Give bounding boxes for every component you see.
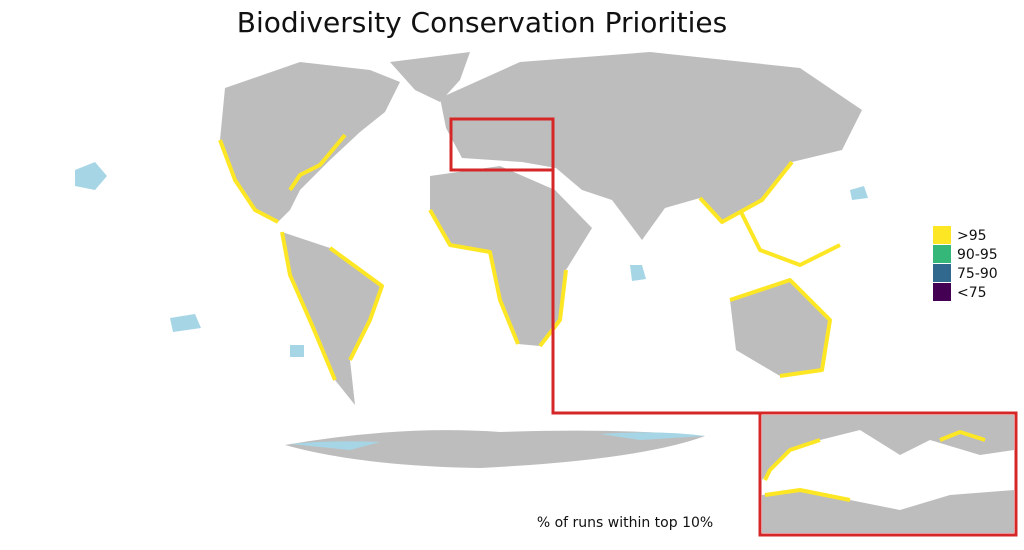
sa-coast [280,231,384,381]
legend-swatch [933,245,951,263]
map-title: Biodiversity Conservation Priorities [237,6,728,39]
greenland [390,52,470,102]
world-map [75,52,868,468]
inset-africa [762,490,1014,533]
legend-swatch [933,264,951,282]
australia-coast [729,278,832,378]
legend-label: >95 [957,228,987,244]
ice-shelf [290,432,705,450]
inset-map [758,411,1018,537]
legend-label: 75-90 [957,266,998,282]
inset-frame [758,411,1018,537]
africa-coast [428,209,568,348]
legend-label: <75 [957,285,987,301]
inset-indicator [449,117,760,415]
inset-connector [551,170,760,415]
legend-label: 90-95 [957,247,998,263]
legend-swatch [933,283,951,301]
asia-coast [698,160,841,267]
inset-coast [763,430,986,502]
south-america [282,232,382,405]
legend: >95 90-95 75-90 <75 [933,226,998,301]
inset-europe [762,415,1014,480]
legend-caption: % of runs within top 10% [537,515,713,531]
africa [430,166,592,346]
north-america [220,62,400,222]
australia [730,280,830,376]
eurasia [440,52,862,240]
na-coast [218,133,347,224]
antarctica [285,430,705,468]
inset-region-box [449,117,555,172]
legend-swatch [933,226,951,244]
